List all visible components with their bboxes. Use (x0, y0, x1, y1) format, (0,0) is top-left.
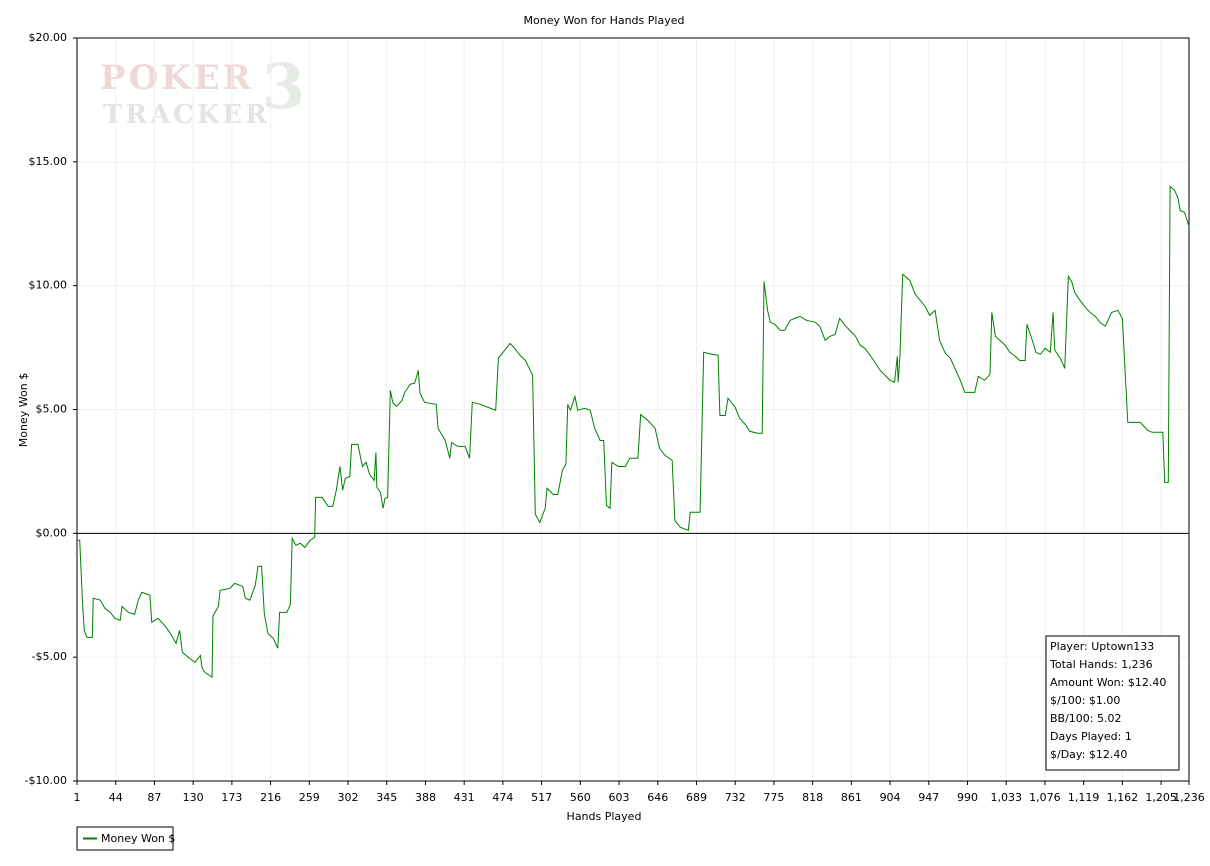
y-tick-label: $20.00 (29, 31, 68, 44)
x-axis-label: Hands Played (567, 810, 642, 823)
x-tick-label: 474 (492, 791, 513, 804)
stats-box (1045, 635, 1180, 771)
chart-title: Money Won for Hands Played (524, 14, 685, 27)
watermark: POKER (100, 58, 254, 98)
x-tick-label: 87 (147, 791, 161, 804)
x-tick-label: 1,236 (1173, 791, 1205, 804)
x-tick-label: 302 (338, 791, 359, 804)
x-tick-label: 1 (74, 791, 81, 804)
x-tick-label: 689 (686, 791, 707, 804)
x-tick-label: 818 (802, 791, 823, 804)
watermark: TRACKER (103, 100, 270, 130)
legend-label: Money Won $ (101, 832, 175, 845)
x-tick-label: 431 (454, 791, 475, 804)
data-line (77, 185, 1190, 679)
plot-frame (76, 37, 1190, 782)
x-tick-label: 1,033 (990, 791, 1022, 804)
x-tick-label: 1,119 (1068, 791, 1100, 804)
x-tick-label: 44 (109, 791, 123, 804)
x-tick-label: 216 (260, 791, 281, 804)
y-tick-label: -$5.00 (32, 650, 67, 663)
stats-line: Amount Won: $12.40 (1050, 676, 1166, 689)
x-tick-label: 646 (647, 791, 668, 804)
x-tick-label: 861 (841, 791, 862, 804)
x-tick-label: 1,205 (1145, 791, 1177, 804)
stats-line: Player: Uptown133 (1050, 640, 1154, 653)
x-tick-label: 775 (763, 791, 784, 804)
stats-line: BB/100: 5.02 (1050, 712, 1122, 725)
stats-line: Total Hands: 1,236 (1049, 658, 1153, 671)
x-tick-label: 732 (725, 791, 746, 804)
x-tick-label: 517 (531, 791, 552, 804)
x-tick-label: 990 (957, 791, 978, 804)
x-tick-label: 1,076 (1029, 791, 1061, 804)
x-tick-label: 1,162 (1107, 791, 1139, 804)
x-tick-label: 603 (609, 791, 630, 804)
y-tick-label: $0.00 (36, 526, 68, 539)
legend-box (76, 826, 174, 851)
x-tick-label: 947 (918, 791, 939, 804)
stats-line: $/Day: $12.40 (1050, 748, 1127, 761)
y-tick-label: -$10.00 (25, 774, 67, 787)
x-tick-label: 388 (415, 791, 436, 804)
y-tick-label: $5.00 (36, 403, 68, 416)
y-axis-label: Money Won $ (17, 373, 30, 447)
stats-line: Days Played: 1 (1050, 730, 1132, 743)
x-tick-label: 259 (299, 791, 320, 804)
x-tick-label: 904 (880, 791, 901, 804)
x-tick-label: 130 (183, 791, 204, 804)
stats-line: $/100: $1.00 (1050, 694, 1120, 707)
x-tick-label: 560 (570, 791, 591, 804)
y-tick-label: $15.00 (29, 155, 68, 168)
x-tick-label: 173 (221, 791, 242, 804)
watermark: 3 (262, 50, 308, 123)
x-tick-label: 345 (376, 791, 397, 804)
y-tick-label: $10.00 (29, 279, 68, 292)
